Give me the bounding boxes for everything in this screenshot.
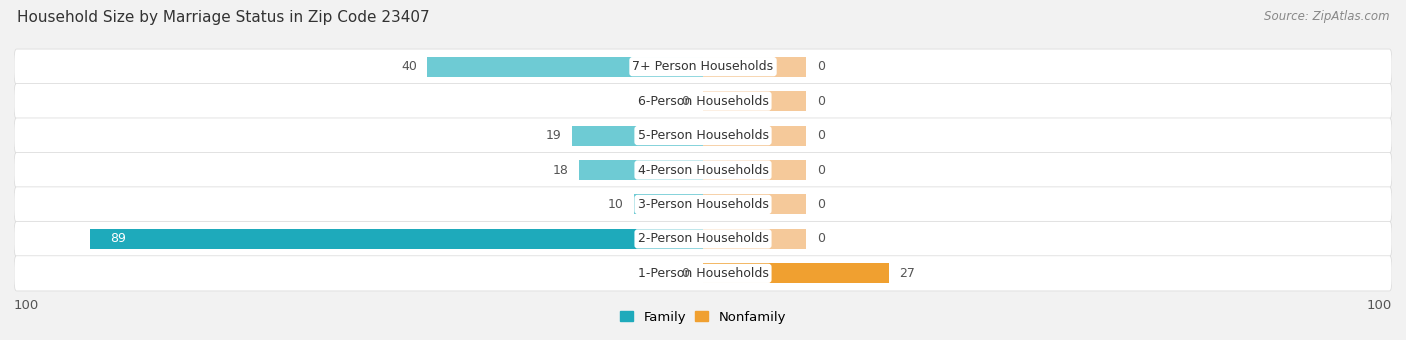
FancyBboxPatch shape <box>14 256 1392 291</box>
FancyBboxPatch shape <box>14 187 1392 222</box>
Text: 0: 0 <box>817 129 825 142</box>
Text: 27: 27 <box>900 267 915 280</box>
Text: Source: ZipAtlas.com: Source: ZipAtlas.com <box>1264 10 1389 23</box>
Text: 3-Person Households: 3-Person Households <box>637 198 769 211</box>
Bar <box>703 91 807 111</box>
Bar <box>634 194 703 215</box>
Text: 7+ Person Households: 7+ Person Households <box>633 60 773 73</box>
Text: 0: 0 <box>817 233 825 245</box>
Text: 0: 0 <box>682 267 689 280</box>
Bar <box>703 57 807 76</box>
Text: 5-Person Households: 5-Person Households <box>637 129 769 142</box>
Text: 19: 19 <box>546 129 562 142</box>
FancyBboxPatch shape <box>14 221 1392 256</box>
FancyBboxPatch shape <box>14 152 1392 188</box>
Text: 18: 18 <box>553 164 568 176</box>
Bar <box>427 57 703 76</box>
Legend: Family, Nonfamily: Family, Nonfamily <box>620 311 786 324</box>
Text: Household Size by Marriage Status in Zip Code 23407: Household Size by Marriage Status in Zip… <box>17 10 429 25</box>
Text: 0: 0 <box>817 164 825 176</box>
Text: 89: 89 <box>111 233 127 245</box>
FancyBboxPatch shape <box>14 49 1392 84</box>
Text: 0: 0 <box>817 95 825 107</box>
Text: 10: 10 <box>607 198 624 211</box>
Text: 0: 0 <box>682 95 689 107</box>
Text: 0: 0 <box>817 198 825 211</box>
Text: 100: 100 <box>14 299 39 311</box>
Text: 0: 0 <box>817 60 825 73</box>
Text: 6-Person Households: 6-Person Households <box>637 95 769 107</box>
Bar <box>703 125 807 146</box>
Text: 4-Person Households: 4-Person Households <box>637 164 769 176</box>
Text: 1-Person Households: 1-Person Households <box>637 267 769 280</box>
Bar <box>703 194 807 215</box>
Bar <box>703 229 807 249</box>
Text: 100: 100 <box>1367 299 1392 311</box>
Bar <box>703 160 807 180</box>
FancyBboxPatch shape <box>14 84 1392 119</box>
Bar <box>703 264 889 283</box>
Text: 2-Person Households: 2-Person Households <box>637 233 769 245</box>
Text: 40: 40 <box>401 60 418 73</box>
FancyBboxPatch shape <box>14 118 1392 153</box>
Bar <box>579 160 703 180</box>
Bar <box>90 229 703 249</box>
Bar <box>572 125 703 146</box>
